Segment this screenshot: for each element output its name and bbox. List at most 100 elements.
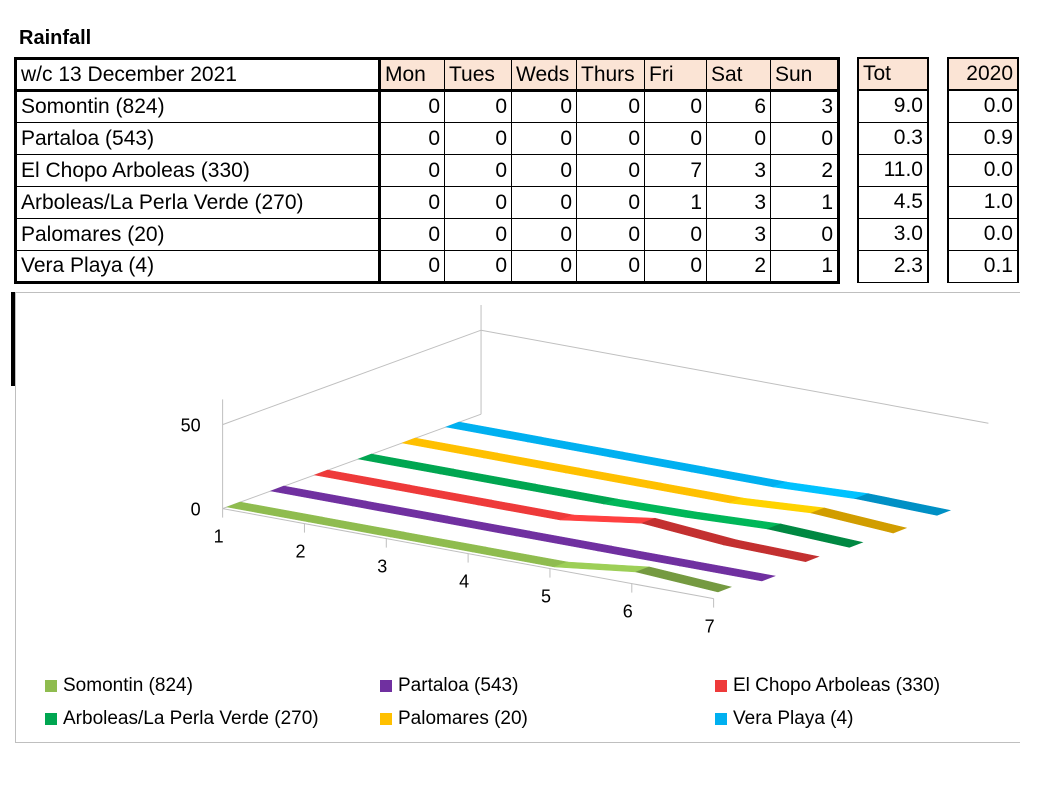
rainfall-value-cell: 0 [576, 154, 645, 187]
legend-swatch [45, 680, 57, 692]
rainfall-value-cell: 6 [706, 90, 771, 123]
ribbon-segment [395, 484, 493, 506]
ribbon-segment [608, 451, 706, 473]
ribbon-segment [515, 530, 613, 552]
rainfall-value-cell: 1 [770, 186, 840, 219]
site-name-cell: El Chopo Arboleas (330) [14, 154, 381, 187]
ribbon-segment [225, 501, 323, 523]
rainfall-value-cell: 0 [379, 90, 445, 123]
gridline [222, 329, 482, 426]
day-header: Thurs [576, 57, 645, 92]
y-tick-label: 50 [181, 416, 201, 436]
table-row: El Chopo Arboleas (330) 0 0 0 0 7 3 2 [14, 154, 840, 187]
ribbon-segment [564, 467, 662, 489]
ribbon-segment [597, 545, 695, 567]
rainfall-value-cell: 0 [511, 90, 577, 123]
rainfall-value-cell: 0 [706, 122, 771, 155]
legend-item: Partaloa (543) [380, 675, 518, 697]
ribbon-segment [307, 516, 405, 538]
rainfall-value-cell: 0 [511, 186, 577, 219]
legend-swatch [45, 713, 57, 725]
x-axis-line [222, 508, 714, 600]
x-tick-label: 1 [214, 527, 224, 547]
table-row: Vera Playa (4) 0 0 0 0 0 2 1 [14, 250, 840, 284]
table-row: Arboleas/La Perla Verde (270) 0 0 0 0 1 3 1 [14, 186, 840, 219]
ribbon-segment [313, 469, 411, 491]
week-commencing-cell: w/c 13 December 2021 [14, 57, 381, 92]
legend-label: Partaloa (543) [398, 675, 519, 696]
previous-year-table: 2020 0.0 0.9 0.0 1.0 0.0 0.1 [947, 57, 1019, 283]
rainfall-value-cell: 0 [644, 250, 707, 284]
site-name-cell: Arboleas/La Perla Verde (270) [14, 186, 381, 219]
total-cell: 11.0 [857, 154, 929, 187]
ribbon-segment [477, 499, 575, 521]
table-header-row: w/c 13 December 2021 Mon Tues Weds Thurs… [14, 57, 840, 92]
rainfall-value-cell: 0 [444, 122, 512, 155]
ribbon-segment [678, 560, 776, 582]
chart-series [225, 421, 952, 593]
ribbon-segment [357, 453, 455, 475]
legend-label: Somontin (824) [63, 675, 193, 696]
legend-swatch [715, 680, 727, 692]
year-2020-cell: 0.9 [947, 122, 1019, 155]
rainfall-value-cell: 0 [511, 122, 577, 155]
ribbon-segment [520, 483, 619, 505]
rainfall-value-cell: 3 [706, 154, 771, 187]
chart-frame [15, 292, 16, 743]
legend-swatch [715, 713, 727, 725]
ribbon-segment [690, 466, 788, 488]
rainfall-value-cell: 0 [444, 186, 512, 219]
rainfall-table: w/c 13 December 2021 Mon Tues Weds Thurs… [14, 57, 840, 284]
x-tick-label: 7 [705, 617, 715, 637]
day-header: Weds [511, 57, 577, 92]
year-2020-cell: 0.1 [947, 250, 1019, 283]
ribbon-segment [482, 452, 580, 474]
ribbon-segment [810, 507, 908, 534]
site-name-cell: Palomares (20) [14, 218, 381, 251]
total-cell: 3.0 [857, 218, 929, 251]
rainfall-value-cell: 0 [444, 250, 512, 284]
rainfall-value-cell: 0 [379, 154, 445, 187]
rainfall-value-cell: 0 [379, 218, 445, 251]
ribbon-segment [646, 482, 744, 504]
year-2020-header: 2020 [947, 57, 1019, 91]
ribbon-segment [684, 512, 782, 530]
legend-swatch [380, 713, 392, 725]
total-cell: 4.5 [857, 186, 929, 219]
ribbon-segment [640, 517, 738, 546]
rainfall-value-cell: 0 [644, 218, 707, 251]
chart-frame [15, 742, 1020, 743]
gridline [480, 329, 989, 424]
rainfall-value-cell: 2 [706, 250, 771, 284]
ribbon-segment [854, 493, 952, 516]
rainfall-value-cell: 0 [511, 218, 577, 251]
ribbon-segment [554, 561, 650, 573]
year-2020-cell: 0.0 [947, 90, 1019, 123]
legend-item: Arboleas/La Perla Verde (270) [45, 708, 319, 730]
ribbon-segment [471, 546, 569, 568]
table-row: Somontin (824) 0 0 0 0 0 6 3 [14, 90, 840, 123]
depth-axis-line [222, 413, 482, 510]
total-table: Tot 9.0 0.3 11.0 4.5 3.0 2.3 [857, 57, 929, 283]
ribbon-segment [729, 497, 825, 514]
ribbon-segment [602, 498, 700, 518]
rainfall-value-cell: 3 [706, 186, 771, 219]
ribbon-segment [766, 523, 864, 548]
rainfall-value-cell: 3 [770, 90, 840, 123]
x-tick-label: 4 [459, 572, 469, 592]
rainfall-value-cell: 0 [770, 122, 840, 155]
tot-header: Tot [857, 57, 929, 91]
day-header: Sat [706, 57, 771, 92]
y-tick-label: 0 [191, 500, 201, 520]
legend-label: Arboleas/La Perla Verde (270) [63, 708, 319, 729]
legend-item: Palomares (20) [380, 708, 528, 730]
ribbon-segment [389, 531, 487, 553]
legend-label: Vera Playa (4) [733, 708, 854, 729]
rainfall-value-cell: 0 [576, 186, 645, 219]
x-tick-label: 2 [295, 542, 305, 562]
rainfall-value-cell: 0 [379, 250, 445, 284]
rainfall-value-cell: 0 [770, 218, 840, 251]
site-name-cell: Vera Playa (4) [14, 250, 381, 284]
table-row: Partaloa (543) 0 0 0 0 0 0 0 [14, 122, 840, 155]
year-2020-cell: 1.0 [947, 186, 1019, 219]
